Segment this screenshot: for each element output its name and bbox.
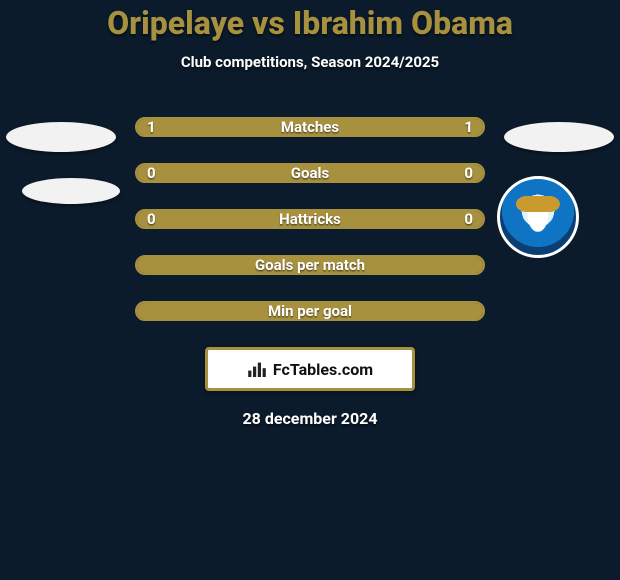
- stat-fill-right: [310, 257, 483, 273]
- stat-fill-left: [137, 165, 310, 181]
- stat-value-right: 1: [464, 119, 473, 135]
- stat-value-right: 0: [464, 211, 473, 227]
- stat-bar: Matches11: [135, 117, 485, 137]
- stat-rows: Matches11Goals00Hattricks00Goals per mat…: [135, 117, 485, 321]
- stat-bar: Goals per match: [135, 255, 485, 275]
- left-player-avatar: [22, 178, 120, 204]
- footer-brand-text: FcTables.com: [273, 360, 373, 379]
- stat-fill-left: [137, 211, 310, 227]
- stat-row: Matches11: [135, 117, 485, 137]
- date-text: 28 december 2024: [0, 409, 620, 428]
- stat-fill-right: [310, 211, 483, 227]
- subtitle: Club competitions, Season 2024/2025: [0, 53, 620, 71]
- bars-icon: [247, 361, 267, 377]
- stat-value-right: 0: [464, 165, 473, 181]
- stat-value-left: 0: [147, 165, 156, 181]
- right-player-avatar: [504, 122, 614, 152]
- stat-bar: Hattricks00: [135, 209, 485, 229]
- stat-fill-right: [310, 165, 483, 181]
- stat-row: Goals00: [135, 163, 485, 183]
- stat-value-left: 0: [147, 211, 156, 227]
- stat-fill-left: [137, 119, 310, 135]
- stat-fill-left: [137, 257, 310, 273]
- left-player-avatar: [6, 122, 116, 152]
- right-club-crest: [497, 176, 579, 258]
- stat-bar: Goals00: [135, 163, 485, 183]
- stat-row: Min per goal: [135, 301, 485, 321]
- stat-bar: Min per goal: [135, 301, 485, 321]
- stat-row: Hattricks00: [135, 209, 485, 229]
- footer-attribution: FcTables.com: [205, 347, 415, 391]
- stat-fill-right: [310, 303, 483, 319]
- stat-row: Goals per match: [135, 255, 485, 275]
- stat-fill-left: [137, 303, 310, 319]
- page-title: Oripelaye vs Ibrahim Obama: [0, 0, 620, 41]
- stat-fill-right: [310, 119, 483, 135]
- stat-value-left: 1: [147, 119, 156, 135]
